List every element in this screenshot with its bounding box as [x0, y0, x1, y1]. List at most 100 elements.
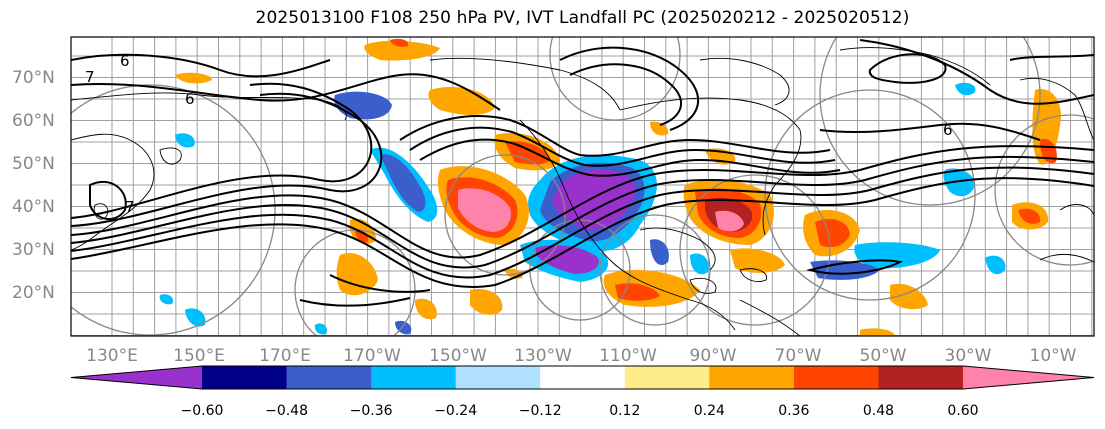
negative-anomaly-core — [535, 245, 599, 274]
negative-anomaly-region — [314, 323, 328, 335]
negative-anomaly-region — [380, 154, 426, 212]
coastline — [739, 268, 768, 282]
pv-contour-line — [299, 297, 411, 307]
pv-contour-line — [1009, 54, 1094, 61]
coastline — [1039, 253, 1094, 263]
pv-contour-line — [71, 145, 1094, 259]
pv-contour-line — [409, 126, 836, 167]
positive-anomaly-region — [1018, 208, 1041, 224]
coastline — [519, 119, 736, 331]
lon-label: 10°W — [1030, 346, 1077, 366]
coastline — [689, 277, 717, 294]
lat-label: 30°N — [12, 240, 55, 260]
negative-anomaly-region — [159, 294, 174, 305]
negative-anomaly-region — [955, 82, 976, 96]
pv-contour-line — [71, 82, 373, 219]
colorbar-segment — [286, 366, 372, 389]
colorbar-segment — [202, 366, 288, 389]
colorbar-tick-label: −0.48 — [265, 403, 308, 419]
colorbar-tick-label: 0.36 — [778, 403, 809, 419]
colorbar-segment — [709, 366, 795, 389]
pv-contour-line — [559, 46, 700, 131]
pv-contour-line — [419, 138, 841, 177]
pv-contour-line — [71, 92, 383, 227]
contour-label: 6 — [185, 90, 195, 108]
pv-contour-line — [71, 166, 1094, 279]
coastline — [1059, 204, 1094, 216]
positive-anomaly-region — [730, 248, 785, 273]
positive-anomaly-region — [505, 141, 550, 165]
coastline — [839, 47, 991, 86]
coastline — [429, 57, 621, 111]
pv-contour-line — [71, 73, 501, 111]
negative-anomaly-region — [185, 308, 206, 327]
positive-anomaly-region — [470, 289, 503, 315]
positive-anomaly-core — [715, 210, 744, 232]
colorbar-tick-label: 0.60 — [947, 403, 978, 419]
colorbar-segment — [455, 366, 541, 389]
coastline — [93, 203, 109, 220]
coastlines — [71, 47, 1094, 336]
lat-label: 50°N — [12, 154, 55, 174]
contour-label: 7 — [85, 68, 95, 86]
colorbar-segment — [878, 366, 964, 389]
lon-label: 130°W — [514, 346, 572, 366]
map-title: 2025013100 F108 250 hPa PV, IVT Landfall… — [255, 8, 910, 28]
positive-anomaly-region — [390, 38, 409, 47]
pv-contour-line — [329, 274, 431, 293]
overlay-circle — [679, 174, 831, 326]
coastline — [619, 97, 802, 236]
coastline — [739, 299, 801, 336]
pv-contour-line — [859, 39, 1094, 105]
coastline — [159, 147, 182, 165]
negative-anomaly-core — [552, 169, 636, 230]
pv-contour-line — [71, 53, 331, 78]
pv-contour-line — [868, 53, 947, 84]
positive-anomaly-region — [364, 40, 440, 61]
latitude-labels: 70°N 60°N 50°N 40°N 30°N 20°N — [12, 68, 55, 303]
positive-anomaly-core — [458, 188, 512, 232]
lat-label: 70°N — [12, 68, 55, 88]
coastline — [71, 92, 347, 121]
lon-label: 150°W — [429, 346, 487, 366]
positive-anomaly-region — [860, 328, 895, 336]
negative-anomaly-region — [175, 133, 195, 148]
contour-label: 6 — [120, 52, 130, 70]
lon-label: 170°W — [343, 346, 401, 366]
plot-frame — [70, 36, 1095, 337]
positive-anomaly-region — [336, 252, 378, 296]
colorbar-tick-label: 0.24 — [694, 403, 725, 419]
colorbar: −0.60 −0.48 −0.36 −0.24 −0.12 0.12 0.24 0.36 0.4… — [70, 365, 1095, 419]
negative-anomaly-region — [854, 242, 940, 269]
lon-label: 50°W — [860, 346, 907, 366]
colorbar-extend-low — [71, 366, 202, 389]
lon-label: 30°W — [945, 346, 992, 366]
contour-labels: 7 6 6 7 6 — [85, 52, 953, 216]
colorbar-tick-label: 0.48 — [863, 403, 894, 419]
pv-contour-line — [569, 63, 682, 126]
colorbar-tick-label: −0.60 — [181, 403, 224, 419]
negative-anomaly-region — [690, 253, 709, 275]
colorbar-outline — [70, 365, 1095, 390]
negative-anomaly-region — [943, 168, 975, 197]
pv-contours — [71, 39, 1094, 307]
positive-anomaly-region — [415, 298, 437, 320]
lon-label: 110°W — [599, 346, 657, 366]
colorbar-tick-label: −0.36 — [350, 403, 393, 419]
positive-anomaly-region — [355, 229, 369, 243]
positive-anomaly-region — [650, 121, 669, 136]
negative-anomaly-region — [650, 239, 669, 266]
pv-contour-line — [806, 259, 904, 275]
contour-label: 6 — [943, 121, 953, 139]
coastline — [699, 57, 790, 106]
lon-label: 90°W — [690, 346, 737, 366]
colorbar-extend-high — [963, 366, 1094, 389]
longitude-labels: 130°E 150°E 170°E 170°W 150°W 130°W 110°… — [86, 346, 1077, 366]
colorbar-tick-label: −0.12 — [519, 403, 562, 419]
lon-label: 170°E — [259, 346, 311, 366]
contour-label: 7 — [125, 198, 135, 216]
overlay-circle — [549, 37, 681, 121]
coastline — [71, 133, 155, 251]
positive-anomaly-region — [890, 283, 928, 310]
